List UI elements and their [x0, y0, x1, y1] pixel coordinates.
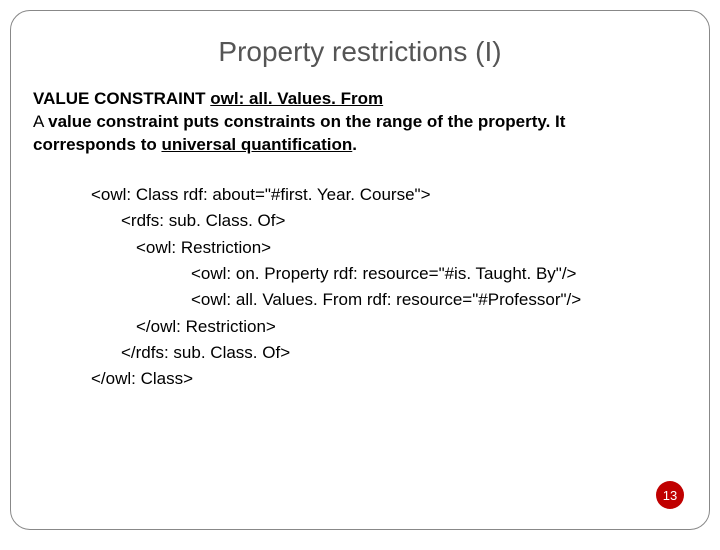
code-line-5: <owl: all. Values. From rdf: resource="#… — [91, 287, 689, 313]
body-text-2a: corresponds to — [33, 135, 161, 154]
code-line-8: </owl: Class> — [91, 366, 689, 392]
body-text-1b: value constraint — [48, 112, 178, 131]
slide-title: Property restrictions (I) — [31, 36, 689, 68]
code-line-1: <owl: Class rdf: about="#first. Year. Co… — [91, 182, 689, 208]
body-text-1c: puts constraints on the range of the pro… — [179, 112, 566, 131]
body-line-1: A value constraint puts constraints on t… — [33, 111, 689, 134]
heading-line: VALUE CONSTRAINT owl: all. Values. From — [33, 88, 689, 111]
code-line-3: <owl: Restriction> — [91, 235, 689, 261]
page-number-badge: 13 — [656, 481, 684, 509]
body-text-2b: universal quantification — [161, 135, 352, 154]
code-line-6: </owl: Restriction> — [91, 314, 689, 340]
slide-frame: Property restrictions (I) VALUE CONSTRAI… — [10, 10, 710, 530]
heading-property: owl: all. Values. From — [210, 89, 383, 108]
body-line-2: corresponds to universal quantification. — [33, 134, 689, 157]
code-line-4: <owl: on. Property rdf: resource="#is. T… — [91, 261, 689, 287]
code-line-7: </rdfs: sub. Class. Of> — [91, 340, 689, 366]
body-text: VALUE CONSTRAINT owl: all. Values. From … — [33, 88, 689, 157]
body-text-1a: A — [33, 112, 48, 131]
code-block: <owl: Class rdf: about="#first. Year. Co… — [91, 182, 689, 393]
body-text-2c: . — [352, 135, 357, 154]
heading-prefix: VALUE CONSTRAINT — [33, 89, 210, 108]
code-line-2: <rdfs: sub. Class. Of> — [91, 208, 689, 234]
page-number: 13 — [663, 488, 677, 503]
